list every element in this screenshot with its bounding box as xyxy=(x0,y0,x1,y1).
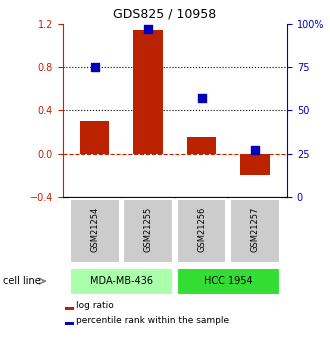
Bar xyxy=(240,154,270,175)
FancyBboxPatch shape xyxy=(177,268,280,295)
FancyBboxPatch shape xyxy=(70,199,119,263)
FancyBboxPatch shape xyxy=(70,268,173,295)
FancyBboxPatch shape xyxy=(177,199,226,263)
Text: HCC 1954: HCC 1954 xyxy=(204,276,253,286)
Text: GSM21257: GSM21257 xyxy=(250,207,259,253)
Text: MDA-MB-436: MDA-MB-436 xyxy=(90,276,153,286)
FancyBboxPatch shape xyxy=(123,199,173,263)
Text: GSM21256: GSM21256 xyxy=(197,207,206,253)
Text: GSM21255: GSM21255 xyxy=(144,207,153,253)
FancyBboxPatch shape xyxy=(230,199,280,263)
Bar xyxy=(80,121,110,154)
Bar xyxy=(134,30,163,154)
Text: GDS825 / 10958: GDS825 / 10958 xyxy=(114,7,216,20)
Bar xyxy=(65,307,74,310)
Text: cell line: cell line xyxy=(3,276,41,286)
Text: GSM21254: GSM21254 xyxy=(90,207,99,253)
Text: log ratio: log ratio xyxy=(76,301,114,310)
Bar xyxy=(187,137,216,154)
Point xyxy=(199,96,204,101)
Point xyxy=(252,147,258,153)
Point xyxy=(92,65,97,70)
Point xyxy=(146,27,151,32)
Text: percentile rank within the sample: percentile rank within the sample xyxy=(76,316,229,325)
Bar xyxy=(65,322,74,325)
